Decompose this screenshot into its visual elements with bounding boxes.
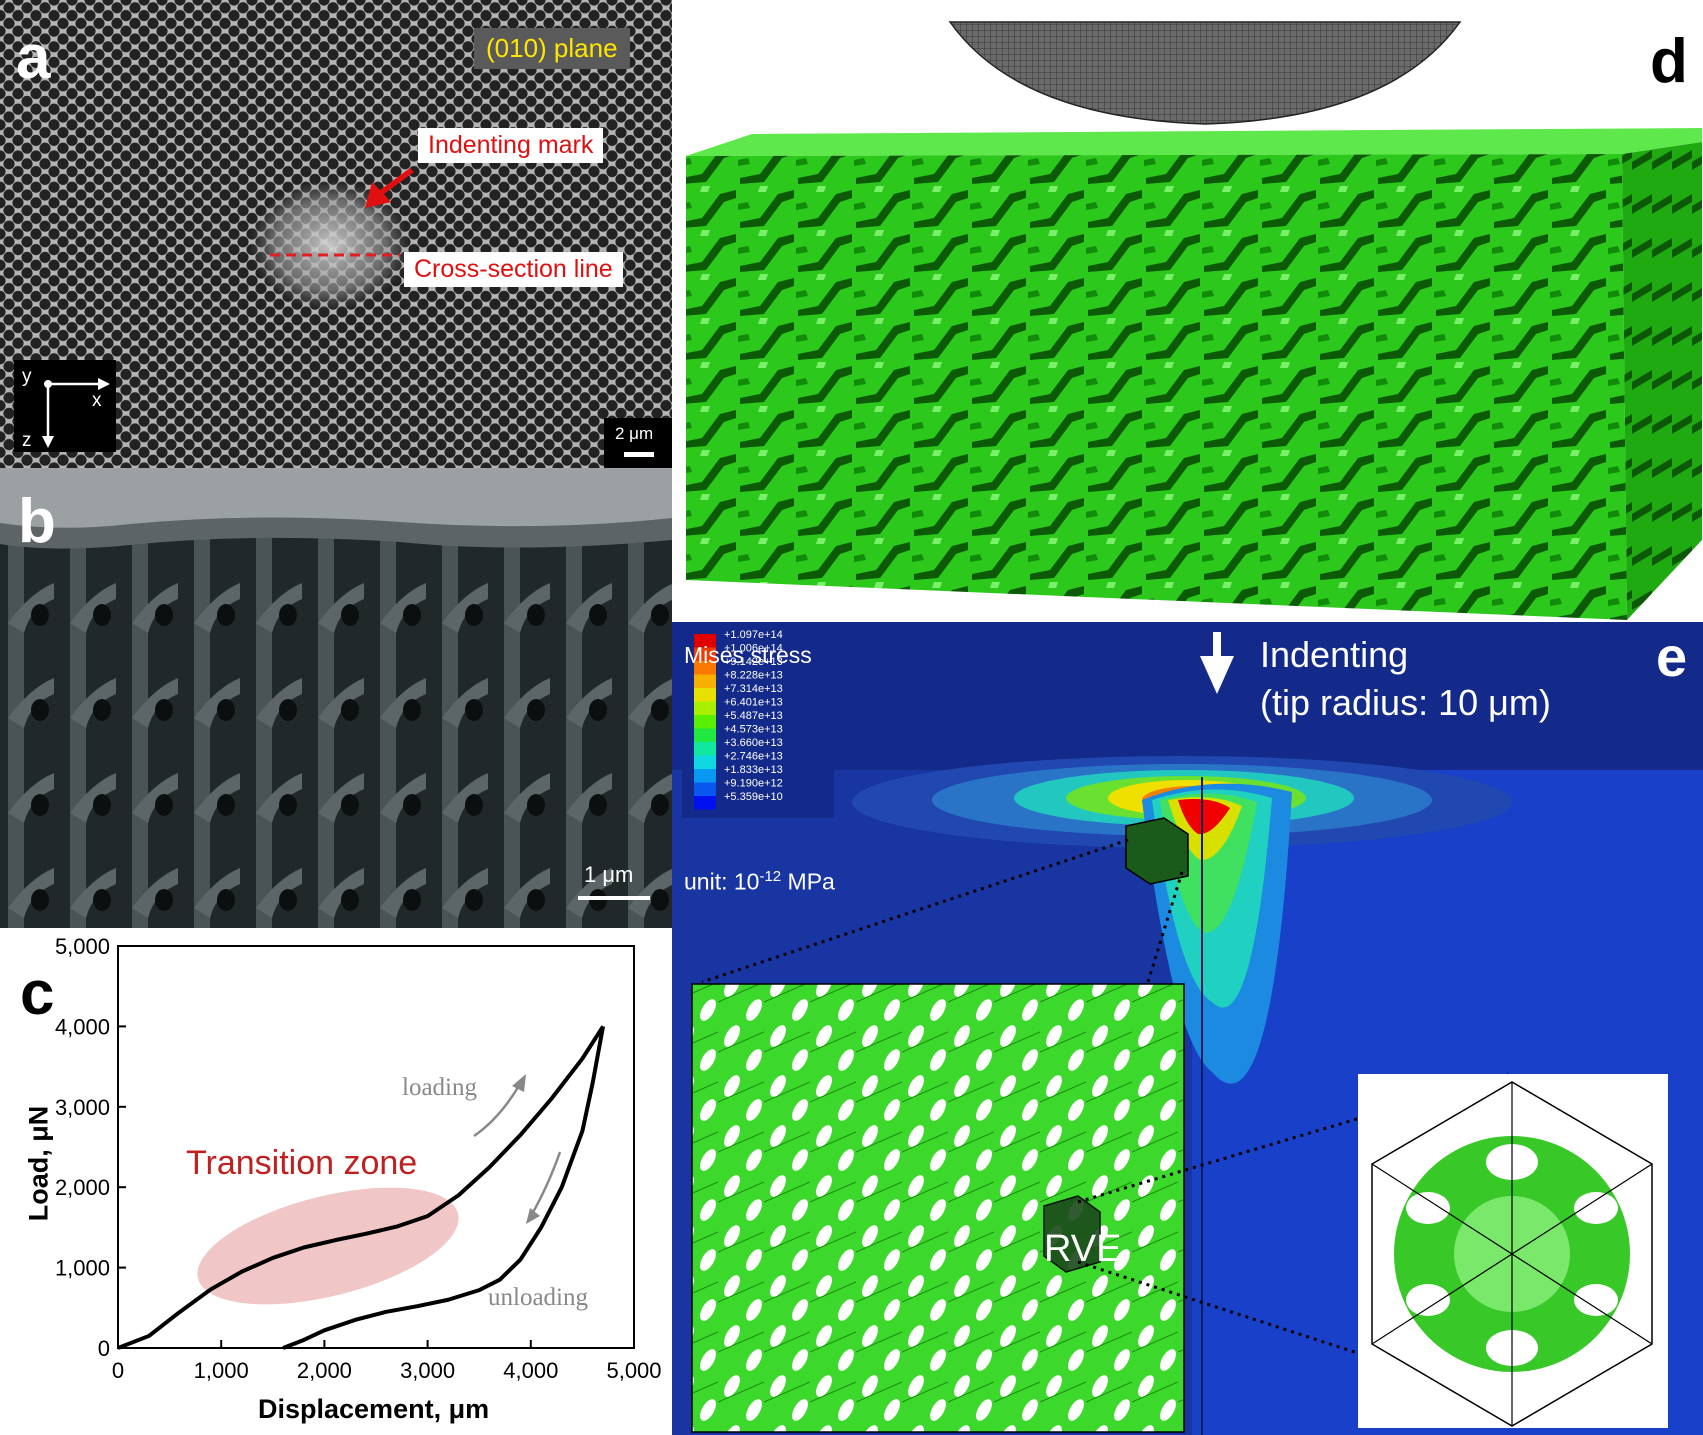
legend-color-bar [694, 715, 716, 729]
panel-label-d: d [1650, 27, 1688, 96]
legend-value: +2.746e+13 [724, 751, 783, 763]
panel-c: 0 1,000 2,000 3,000 4,000 5,000 0 1,000 2,000 3,0… [0, 928, 672, 1435]
unit-label-tail: MPa [781, 868, 835, 895]
legend-color-bar [694, 769, 716, 783]
loading-arrow [473, 1083, 522, 1138]
plot-frame [117, 945, 635, 1349]
indent-dent [250, 180, 410, 310]
unloading-arrow [530, 1151, 562, 1215]
legend-value: +3.660e+13 [724, 737, 783, 749]
panel-label-c: c [20, 959, 55, 1028]
y-tick-label: 5,000 [55, 934, 110, 959]
transition-zone-label: Transition zone [186, 1144, 418, 1182]
legend-color-bar [694, 661, 716, 675]
legend-color-bar [694, 796, 716, 810]
legend-color-bar [694, 647, 716, 661]
legend-value: +1.833e+13 [724, 764, 783, 776]
y-tick-label: 3,000 [55, 1095, 110, 1120]
inset-rve-cube [1043, 1195, 1101, 1273]
legend-value: +7.314e+13 [724, 683, 783, 695]
rve-cube [1125, 817, 1189, 885]
stress-contour-e: +1.097e+14 +1.006e+14+9.142e+13 +8.228e+13… [672, 622, 1703, 1435]
panel-d: d [672, 0, 1703, 622]
unit-label-exp: -12 [759, 868, 782, 885]
axis-y-label: y [22, 366, 32, 387]
lattice-side [1622, 142, 1702, 620]
legend-color-bar [694, 742, 716, 756]
legend-color-bar [694, 674, 716, 688]
panel-label-e: e [1656, 625, 1688, 688]
tip-radius-label: (tip radius: 10 μm) [1260, 682, 1551, 723]
sem-image-a [0, 0, 672, 468]
fe-model-d [686, 21, 1702, 620]
lattice-front [686, 154, 1627, 620]
legend-value: +5.487e+13 [724, 710, 783, 722]
scalebar-b-label: 1 μm [584, 862, 634, 887]
y-tick-label: 0 [98, 1336, 110, 1361]
legend-color-bar [694, 634, 716, 648]
legend-value: +6.401e+13 [724, 697, 783, 709]
unloading-curve [282, 1026, 606, 1350]
indent-arrow [365, 168, 414, 208]
legend-value: +1.006e+14 [724, 643, 783, 655]
panel-a: a (010) plane Indenting mark Cross-secti… [0, 0, 672, 468]
mises-title: Mises stress [684, 642, 812, 668]
coord-box [14, 360, 116, 452]
legend-value: +9.142e+13 [724, 656, 783, 668]
x-axis-title: Displacement, μm [258, 1394, 490, 1424]
unit-label: unit: 10-12 MPa [684, 868, 835, 896]
plane-label: (010) plane [474, 28, 630, 69]
legend-color-bar [694, 728, 716, 742]
panel-b: b 1 μm [0, 468, 672, 928]
x-tick-label: 2,000 [297, 1358, 352, 1383]
legend-color-bar [694, 782, 716, 796]
axis-z-label: z [22, 430, 32, 451]
y-tick-label: 1,000 [55, 1256, 110, 1281]
legend-color-bar [694, 688, 716, 702]
x-tick-label: 1,000 [194, 1358, 249, 1383]
panel-label-b: b [18, 487, 56, 556]
legend-color-bar [694, 755, 716, 769]
indenter-tip [948, 21, 1462, 125]
panel-label-a: a [16, 23, 51, 92]
y-tick-label: 2,000 [55, 1175, 110, 1200]
rve-label: RVE [1044, 1228, 1122, 1270]
x-tick-label: 5,000 [606, 1358, 661, 1383]
unloading-label: unloading [488, 1284, 588, 1311]
scalebar-a-label: 2 μm [615, 424, 654, 443]
legend-value: +4.573e+13 [724, 724, 783, 736]
loading-label: loading [402, 1074, 477, 1101]
indenting-title: Indenting [1260, 634, 1409, 675]
x-tick-label: 0 [112, 1358, 124, 1383]
load-displacement-chart: 0 1,000 2,000 3,000 4,000 5,000 0 1,000 2,000 3,0… [55, 934, 662, 1383]
transition-zone [197, 1187, 459, 1305]
legend-value: +5.359e+10 [724, 791, 783, 803]
scalebar-box-a [604, 418, 672, 468]
lattice-top [686, 128, 1702, 156]
x-tick-label: 3,000 [400, 1358, 455, 1383]
sem-image-b [0, 468, 672, 928]
y-axis-title: Load, μN [23, 1105, 54, 1222]
indenting-mark-label: Indenting mark [418, 128, 604, 163]
cross-section-label: Cross-section line [404, 252, 623, 287]
axis-x-label: x [92, 390, 102, 411]
legend-value: +9.190e+12 [724, 778, 783, 790]
legend-value: +1.097e+14 [724, 629, 783, 641]
inset-lattice [691, 983, 1185, 1433]
panel-e: +1.097e+14 +1.006e+14 +9.142e+13 +8.228e+13… [672, 622, 1703, 1435]
x-tick-label: 4,000 [503, 1358, 558, 1383]
unit-label-base: unit: 10 [684, 868, 760, 895]
legend-color-bar [694, 701, 716, 715]
y-tick-label: 4,000 [55, 1014, 110, 1039]
legend-value: +8.228e+13 [724, 670, 783, 682]
loading-curve [117, 1025, 605, 1350]
